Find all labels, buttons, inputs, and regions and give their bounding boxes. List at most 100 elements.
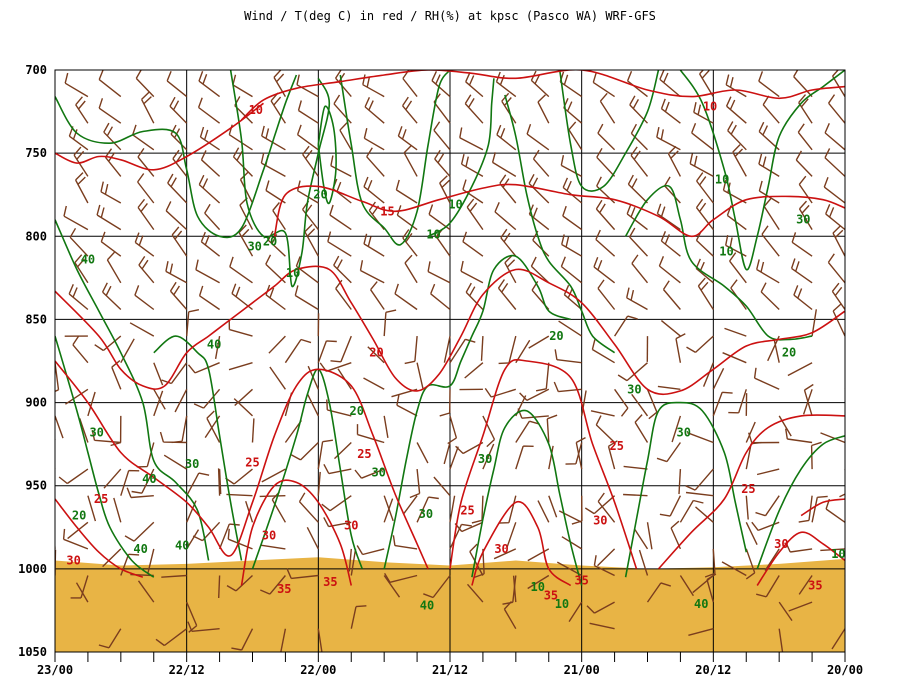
- wind-barb: [688, 628, 714, 636]
- wind-barb: [755, 495, 780, 517]
- wind-barb: [584, 495, 616, 515]
- wind-barb: [260, 575, 286, 595]
- temperature-label: 35: [574, 573, 588, 587]
- wind-barb: [581, 390, 587, 417]
- wind-barb: [671, 415, 682, 443]
- y-tick-label: 850: [25, 312, 47, 326]
- wind-barb: [434, 149, 451, 177]
- wind-barb: [530, 256, 550, 284]
- wind-barb: [284, 338, 312, 364]
- wind-barb: [657, 385, 681, 390]
- wind-barb: [712, 391, 733, 417]
- wind-barb: [646, 522, 653, 550]
- wind-barb: [679, 70, 681, 71]
- wind-barb: [656, 442, 681, 463]
- wind-barb: [161, 574, 187, 578]
- wind-barb: [185, 70, 187, 71]
- wind-barb: [575, 436, 586, 470]
- wind-barb: [356, 424, 385, 444]
- wind-barb: [140, 91, 155, 124]
- wind-barb: [631, 254, 649, 284]
- wind-barb: [402, 96, 418, 124]
- wind-barb: [198, 174, 221, 204]
- temperature-label: 25: [245, 455, 259, 469]
- plot-area: 1010101010101010202020202020303030303030…: [18, 63, 863, 677]
- wind-barb: [333, 94, 352, 124]
- temperature-label: 30: [494, 542, 508, 556]
- wind-barb: [613, 70, 615, 71]
- temperature-isotherm: [657, 414, 845, 570]
- wind-barb: [218, 575, 221, 599]
- wind-barb: [607, 440, 618, 470]
- wind-barb: [79, 418, 89, 443]
- y-tick-label: 1000: [18, 562, 47, 576]
- wind-barb: [447, 415, 458, 445]
- wind-barb: [810, 441, 822, 470]
- wind-barb: [65, 388, 89, 405]
- wind-barb: [751, 521, 780, 532]
- wind-barb: [480, 336, 484, 361]
- wind-barb: [832, 303, 845, 337]
- wind-barb: [232, 74, 253, 98]
- wind-barb: [200, 150, 221, 177]
- wind-barb: [96, 204, 122, 231]
- wind-barb: [675, 333, 686, 363]
- wind-barb: [269, 366, 286, 390]
- wind-barb: [167, 173, 188, 204]
- wind-barb: [55, 122, 56, 124]
- wind-barb: [153, 390, 164, 417]
- wind-barb: [702, 362, 714, 387]
- wind-barb: [206, 410, 221, 443]
- wind-barb: [660, 231, 681, 257]
- wind-barb: [152, 70, 154, 71]
- wind-barb: [471, 495, 484, 524]
- wind-barb: [464, 94, 484, 124]
- wind-barb: [137, 148, 155, 177]
- wind-barb: [131, 468, 155, 494]
- wind-barb: [724, 327, 747, 337]
- wind-barb: [745, 521, 758, 546]
- wind-barb: [679, 575, 694, 597]
- wind-barb: [403, 144, 418, 177]
- wind-barb: [811, 70, 813, 71]
- rh-label: 30: [185, 457, 199, 471]
- temperature-label: 30: [66, 554, 80, 568]
- wind-barb: [493, 548, 517, 560]
- x-tick-label: 21/00: [564, 663, 600, 677]
- wind-barb: [55, 201, 56, 203]
- wind-barb: [464, 362, 484, 379]
- wind-barb: [526, 123, 550, 151]
- wind-barb: [745, 70, 747, 71]
- wind-barb: [465, 72, 484, 98]
- temperature-label: 25: [460, 504, 474, 518]
- wind-barb: [728, 389, 747, 414]
- wind-barb: [166, 70, 188, 98]
- wind-barb: [844, 573, 845, 576]
- wind-barb: [704, 548, 716, 578]
- x-tick-label: 22/12: [169, 663, 205, 677]
- wind-barb: [825, 204, 845, 231]
- wind-barb: [228, 362, 253, 371]
- wind-barb: [560, 256, 583, 284]
- wind-barb: [828, 94, 845, 124]
- wind-barb: [260, 544, 286, 550]
- wind-barb: [515, 339, 531, 364]
- wind-barb: [327, 231, 352, 257]
- wind-barb: [466, 583, 484, 603]
- temperature-isotherm: [273, 183, 845, 238]
- wind-barb: [87, 391, 96, 417]
- rh-label: 10: [286, 266, 300, 280]
- temperature-label: 15: [380, 204, 394, 218]
- wind-barb: [560, 155, 583, 178]
- wind-barb: [515, 445, 534, 470]
- wind-barb: [113, 497, 122, 523]
- wind-barb: [844, 362, 845, 364]
- wind-barb: [120, 338, 135, 364]
- wind-barb: [614, 315, 638, 337]
- temperature-label: 10: [249, 103, 263, 117]
- wind-barb: [433, 476, 451, 497]
- wind-barb: [186, 472, 210, 497]
- wind-barb: [712, 70, 714, 71]
- rh-label: 40: [133, 542, 147, 556]
- wind-barb: [333, 255, 352, 284]
